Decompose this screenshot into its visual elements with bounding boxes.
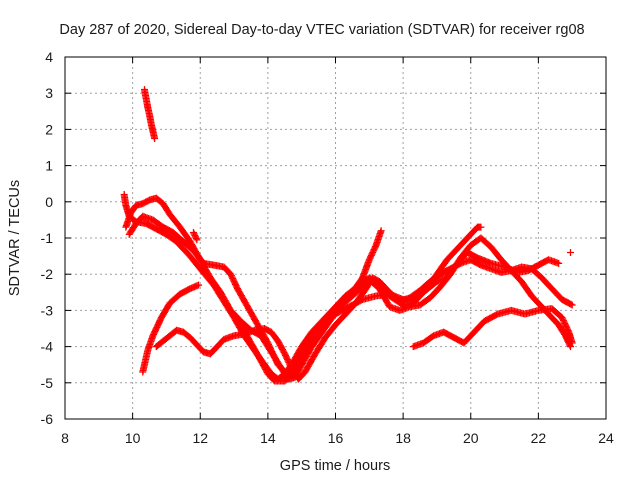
series-track-4 (139, 281, 203, 376)
series-track-5 (152, 256, 576, 383)
y-tick-label: -6 (41, 411, 54, 427)
series-track-7 (409, 305, 576, 351)
y-tick-label: 1 (45, 158, 53, 174)
data-point (151, 134, 159, 142)
y-axis-label: SDTVAR / TECUs (7, 180, 23, 296)
data-point (477, 223, 485, 231)
data-point (568, 339, 576, 347)
y-tick-label: -2 (41, 266, 54, 282)
data-point (566, 248, 574, 256)
x-tick-label: 12 (192, 430, 208, 446)
data-point (377, 227, 385, 235)
y-tick-label: 4 (45, 49, 53, 65)
data-point (555, 259, 563, 267)
data-point (567, 300, 575, 308)
series-track-8 (140, 86, 159, 142)
x-tick-label: 20 (463, 430, 479, 446)
data-point (192, 234, 200, 242)
y-tick-label: 3 (45, 85, 53, 101)
x-tick-label: 8 (61, 430, 69, 446)
chart-title: Day 287 of 2020, Sidereal Day-to-day VTE… (59, 22, 584, 38)
x-tick-label: 16 (328, 430, 344, 446)
series-track-6 (237, 227, 385, 385)
x-tick-label: 14 (260, 430, 276, 446)
y-tick-label: -1 (41, 230, 54, 246)
x-axis-label: GPS time / hours (280, 458, 390, 474)
y-tick-label: -4 (41, 339, 54, 355)
y-tick-label: 0 (45, 194, 53, 210)
y-tick-label: 2 (45, 121, 53, 137)
y-tick-label: -3 (41, 302, 54, 318)
x-tick-label: 24 (598, 430, 614, 446)
x-tick-label: 10 (125, 430, 141, 446)
series-isolated-points (189, 229, 574, 256)
x-tick-label: 22 (531, 430, 547, 446)
data-series (120, 86, 576, 385)
y-tick-label: -5 (41, 375, 54, 391)
x-tick-label: 18 (395, 430, 411, 446)
data-point (568, 301, 576, 309)
data-point (566, 343, 574, 351)
data-point (193, 236, 201, 244)
data-point (195, 281, 203, 289)
